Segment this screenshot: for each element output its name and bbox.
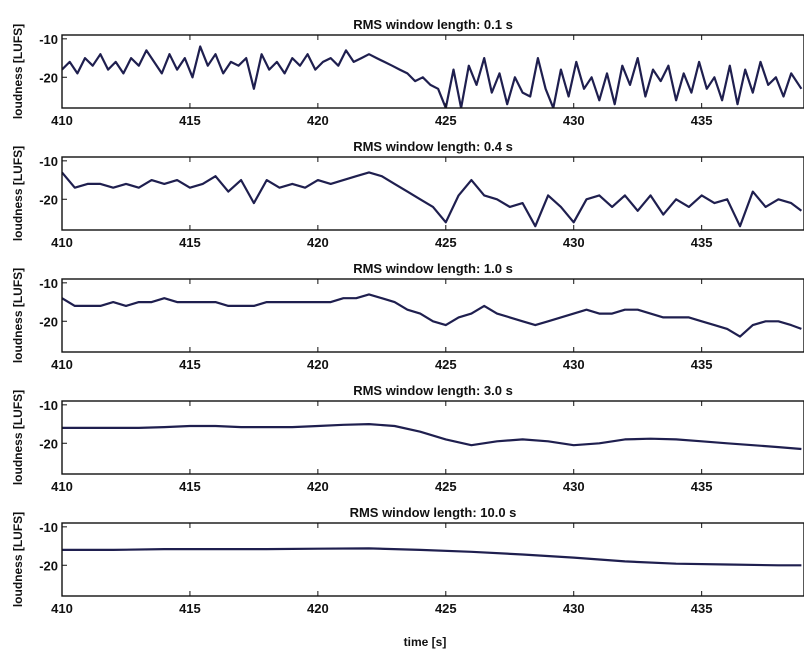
x-tick-label: 410: [51, 113, 73, 128]
x-tick-label: 430: [563, 601, 585, 616]
y-axis-label: loudness [LUFS]: [11, 24, 25, 119]
y-tick-label: -10: [39, 398, 58, 413]
panel-2: RMS window length: 0.4 s loudness [LUFS] 4…: [11, 139, 804, 250]
panel-5: RMS window length: 10.0 s loudness [LUFS]…: [11, 505, 804, 616]
axes-box: [61, 400, 804, 475]
x-tick-label: 425: [435, 479, 457, 494]
panel-title: RMS window length: 3.0 s: [353, 383, 513, 398]
x-tick-label: 430: [563, 357, 585, 372]
x-tick-label: 425: [435, 113, 457, 128]
axes-box: [61, 278, 804, 353]
series-line: [62, 45, 803, 108]
y-tick-label: -10: [39, 154, 58, 169]
x-tick-label: 420: [307, 479, 329, 494]
panel-4: RMS window length: 3.0 s loudness [LUFS] 4…: [11, 383, 804, 494]
x-tick-label: 430: [563, 113, 585, 128]
y-tick-label: -10: [39, 520, 58, 535]
panel-title: RMS window length: 0.1 s: [353, 17, 513, 32]
axes-box: [61, 522, 804, 597]
y-axis-label: loudness [LUFS]: [11, 146, 25, 241]
y-axis-label: loudness [LUFS]: [11, 268, 25, 363]
y-axis-label: loudness [LUFS]: [11, 512, 25, 607]
x-tick-label: 435: [691, 113, 713, 128]
panel-3: RMS window length: 1.0 s loudness [LUFS] 4…: [11, 261, 804, 372]
x-axis-label: time [s]: [404, 635, 447, 649]
axes-box: [61, 34, 804, 109]
y-tick-label: -20: [39, 70, 58, 85]
x-tick-label: 435: [691, 479, 713, 494]
y-axis-label: loudness [LUFS]: [11, 390, 25, 485]
x-tick-label: 435: [691, 601, 713, 616]
panel-1: RMS window length: 0.1 s loudness [LUFS] 4…: [11, 17, 804, 128]
series-line: [62, 547, 802, 567]
x-tick-label: 415: [179, 601, 201, 616]
x-tick-label: 420: [307, 357, 329, 372]
series-line: [62, 171, 803, 228]
x-tick-label: 430: [563, 479, 585, 494]
x-tick-label: 415: [179, 479, 201, 494]
x-tick-label: 435: [691, 357, 713, 372]
x-tick-label: 425: [435, 601, 457, 616]
x-tick-label: 420: [307, 235, 329, 250]
series-line: [62, 293, 802, 338]
y-tick-label: -10: [39, 276, 58, 291]
x-tick-label: 415: [179, 357, 201, 372]
x-tick-label: 415: [179, 113, 201, 128]
y-tick-label: -20: [39, 436, 58, 451]
y-tick-label: -10: [39, 32, 58, 47]
x-tick-label: 420: [307, 601, 329, 616]
axes-box: [61, 156, 804, 231]
panel-title: RMS window length: 10.0 s: [350, 505, 517, 520]
x-tick-label: 425: [435, 357, 457, 372]
x-tick-label: 415: [179, 235, 201, 250]
y-tick-label: -20: [39, 192, 58, 207]
y-tick-label: -20: [39, 314, 58, 329]
x-tick-label: 420: [307, 113, 329, 128]
x-tick-label: 410: [51, 235, 73, 250]
x-tick-label: 430: [563, 235, 585, 250]
x-tick-label: 435: [691, 235, 713, 250]
series-line: [62, 423, 802, 451]
x-tick-label: 425: [435, 235, 457, 250]
x-tick-label: 410: [51, 601, 73, 616]
panel-title: RMS window length: 1.0 s: [353, 261, 513, 276]
x-tick-label: 410: [51, 479, 73, 494]
y-tick-label: -20: [39, 558, 58, 573]
panel-title: RMS window length: 0.4 s: [353, 139, 513, 154]
x-tick-label: 410: [51, 357, 73, 372]
